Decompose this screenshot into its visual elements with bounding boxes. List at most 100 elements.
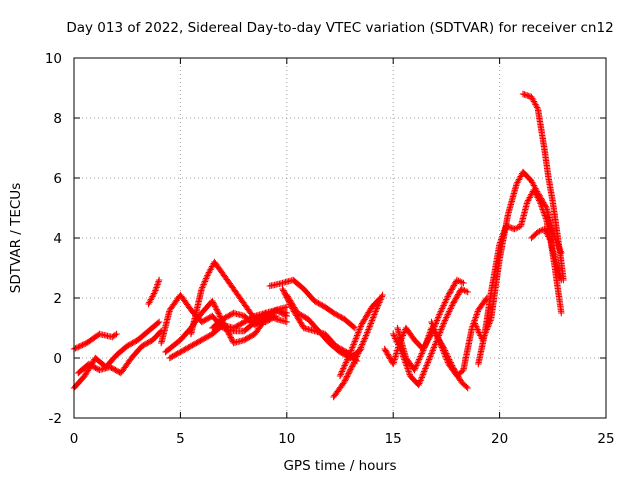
data-point-group xyxy=(556,294,565,315)
data-point-group xyxy=(475,296,490,314)
data-point-group xyxy=(198,299,215,317)
data-point-group xyxy=(517,200,531,230)
data-point-group xyxy=(481,290,495,338)
data-point-group xyxy=(558,258,567,282)
data-point-group xyxy=(541,225,554,243)
x-tick-label: 5 xyxy=(176,431,185,447)
series-sat-u xyxy=(519,90,567,284)
data-point-group xyxy=(138,337,155,350)
data-point-group xyxy=(326,339,342,355)
series-sat-v xyxy=(528,225,565,317)
data-point-group xyxy=(496,224,509,248)
data-point-group xyxy=(402,324,417,342)
data-point-group xyxy=(460,326,475,374)
data-point-group xyxy=(411,344,428,374)
data-point xyxy=(283,318,290,326)
data-point xyxy=(558,309,565,317)
series-sat-n xyxy=(336,294,384,380)
data-point-group xyxy=(347,323,364,356)
data-point-group xyxy=(290,276,306,292)
data-point-group xyxy=(534,105,548,150)
data-point-group xyxy=(487,242,503,296)
data-point-group xyxy=(300,285,317,303)
y-tick-label: 10 xyxy=(45,51,62,67)
data-point-group xyxy=(330,380,347,401)
data-point-group xyxy=(315,327,332,345)
data-point-group xyxy=(241,331,257,344)
y-tick-label: 8 xyxy=(53,111,62,127)
x-tick-label: 0 xyxy=(70,431,79,447)
data-point-group xyxy=(198,331,215,344)
data-point-group xyxy=(421,326,435,350)
x-tick-label: 10 xyxy=(278,431,295,447)
data-point-group xyxy=(530,186,543,204)
series-sat-a xyxy=(70,318,163,392)
data-point-group xyxy=(415,362,430,389)
data-point-group xyxy=(166,293,183,314)
data-point-group xyxy=(536,198,550,222)
data-point xyxy=(377,294,384,302)
data-point-group xyxy=(543,204,558,240)
data-point xyxy=(155,318,163,326)
data-point-group xyxy=(145,319,162,335)
data-point-group xyxy=(117,356,134,377)
data-point-group xyxy=(187,287,205,338)
data-point-group xyxy=(177,291,194,312)
series-sat-i xyxy=(166,309,290,362)
data-point-group xyxy=(528,230,540,242)
data-point-group xyxy=(109,331,119,341)
data-point-group xyxy=(304,315,321,333)
data-point-group xyxy=(553,228,565,264)
data-point-group xyxy=(436,339,452,366)
data-point-group xyxy=(475,332,488,368)
y-tick-label: 6 xyxy=(53,171,62,187)
data-point-group xyxy=(394,324,409,360)
data-point-group xyxy=(162,337,183,356)
x-tick-label: 20 xyxy=(491,431,508,447)
data-point xyxy=(283,309,290,317)
data-point-group xyxy=(107,363,123,376)
x-axis-label: GPS time / hours xyxy=(283,458,396,474)
data-point-group xyxy=(534,226,546,236)
data-point xyxy=(155,276,163,284)
data-point-group xyxy=(266,280,285,290)
data-point-group xyxy=(262,309,278,322)
data-points xyxy=(70,90,567,401)
data-point-group xyxy=(436,293,451,317)
data-point-group xyxy=(351,335,369,365)
data-point-group xyxy=(219,270,236,291)
data-point-group xyxy=(128,344,145,362)
axis-ticks: 0 5 10 15 20 25 -2 0 2 4 6 8 10 xyxy=(45,51,615,447)
data-point-group xyxy=(441,302,456,326)
series-sat-d xyxy=(145,276,163,308)
x-tick-label: 15 xyxy=(385,431,402,447)
data-point-group xyxy=(528,93,541,111)
data-point-group xyxy=(294,309,310,322)
data-point-group xyxy=(251,313,268,329)
y-tick-label: 4 xyxy=(53,231,62,247)
data-point-group xyxy=(134,328,151,344)
y-tick-label: 2 xyxy=(53,291,62,307)
data-point-group xyxy=(83,331,102,347)
data-point xyxy=(560,276,567,284)
data-point-group xyxy=(149,328,164,344)
data-point-group xyxy=(358,305,375,329)
data-point-group xyxy=(321,303,336,316)
data-point-group xyxy=(283,291,300,315)
data-point-group xyxy=(511,223,523,233)
data-point-group xyxy=(341,359,358,386)
series-sat-c xyxy=(75,327,165,377)
x-tick-label: 25 xyxy=(597,431,614,447)
data-point-group xyxy=(198,272,211,293)
data-point-group xyxy=(549,198,560,234)
data-point-group xyxy=(187,337,204,350)
y-tick-label: 0 xyxy=(53,351,62,367)
y-axis-label: SDTVAR / TECUs xyxy=(8,183,24,293)
data-point-group xyxy=(158,308,173,347)
data-point-group xyxy=(166,349,183,362)
data-point-group xyxy=(362,308,379,341)
data-point-group xyxy=(428,318,443,345)
data-point-group xyxy=(449,287,464,308)
data-point-group xyxy=(551,264,563,300)
